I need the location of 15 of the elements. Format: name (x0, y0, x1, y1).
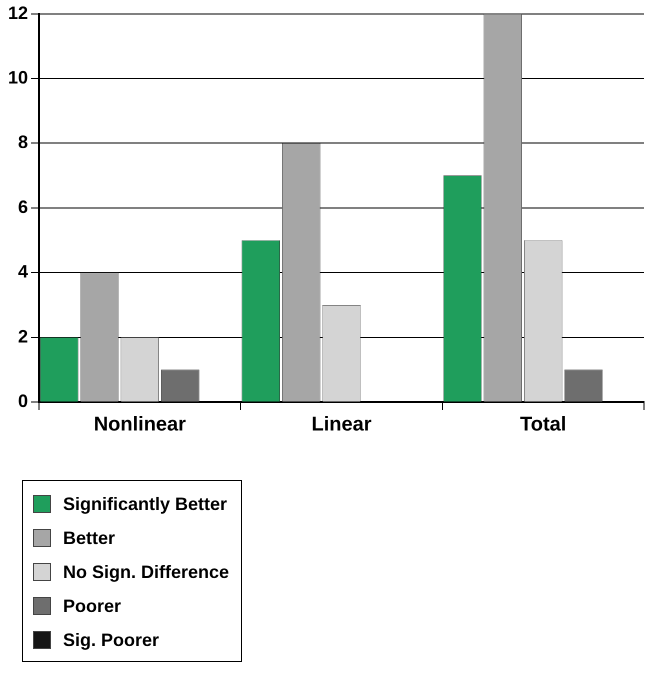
y-tick-label: 6 (18, 196, 28, 217)
legend-label: No Sign. Difference (63, 562, 230, 582)
legend-label: Sig. Poorer (63, 630, 160, 650)
y-tick-label: 2 (18, 326, 28, 346)
x-tick-label: Linear (311, 414, 372, 436)
legend-label: Better (63, 528, 116, 548)
legend-label: Poorer (63, 596, 122, 616)
y-tick-label: 12 (8, 2, 28, 23)
y-tick-label: 10 (8, 67, 28, 88)
y-tick-label: 0 (18, 390, 28, 411)
y-tick-label: 4 (18, 262, 28, 282)
legend-label: Significantly Better (63, 494, 228, 514)
y-tick-label: 8 (18, 132, 28, 152)
x-tick-label: Total (520, 414, 566, 436)
x-tick-label: Nonlinear (94, 414, 186, 436)
